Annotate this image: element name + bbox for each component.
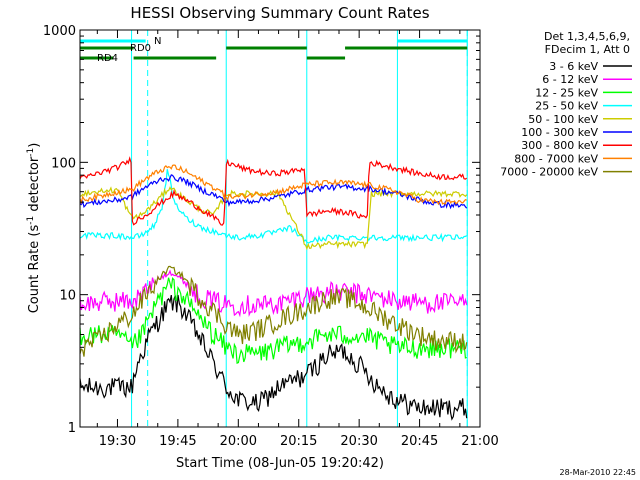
series-line-3 (79, 276, 467, 364)
x-tick-label: 20:30 (340, 434, 377, 449)
legend-label: 25 - 50 keV (535, 100, 598, 113)
axes-layer: 1 10 100 1000 19:30 19:45 20:00 20:15 20:30 20:45… (43, 24, 499, 449)
x-axis-label: Start Time (08-Jun-05 19:20:42) (176, 456, 384, 471)
y-axis-label-main: Count Rate (s (27, 225, 42, 314)
x-tick-label: 20:15 (280, 434, 317, 449)
legend-header-line2: FDecim 1, Att 0 (545, 43, 630, 56)
y-axis-label: Count Rate (s-1 detector-1) (26, 143, 42, 314)
y-tick-label: 100 (51, 156, 76, 171)
series-line-6 (79, 174, 468, 210)
series-line-4 (79, 169, 467, 244)
legend-label: 3 - 6 keV (549, 60, 598, 73)
y-axis-label-mid: detector (27, 156, 42, 216)
y-tick-label: 10 (59, 289, 76, 304)
y-axis-label-sup1: -1 (26, 216, 36, 225)
legend-header-line1: Det 1,3,4,5,6,9, (544, 30, 630, 43)
series-layer (79, 156, 468, 421)
legend-label: 12 - 25 keV (535, 86, 598, 99)
y-axis-label-end: ) (27, 143, 42, 148)
timestamp: 28-Mar-2010 22:45 (560, 468, 637, 477)
flags-layer (80, 39, 468, 60)
legend-label: 800 - 7000 keV (514, 152, 598, 165)
y-tick-label: 1000 (43, 24, 76, 39)
x-tick-label: 19:45 (159, 434, 196, 449)
series-line-9 (79, 265, 468, 357)
rd0-flag-label: RD0 (130, 43, 151, 54)
legend-label: 100 - 300 keV (521, 126, 598, 139)
legend-label: 50 - 100 keV (528, 113, 598, 126)
series-line-7 (79, 156, 468, 226)
x-tick-label: 20:00 (220, 434, 257, 449)
x-tick-label: 21:00 (461, 434, 498, 449)
rd4-flag-label: RD4 (97, 53, 118, 64)
legend-label: 300 - 800 keV (521, 139, 598, 152)
x-tick-label: 19:30 (99, 434, 136, 449)
series-line-2 (79, 269, 468, 318)
legend-label: 7000 - 20000 keV (500, 166, 598, 179)
x-tick-label: 20:45 (401, 434, 438, 449)
plot-frame (79, 29, 481, 428)
series-line-1 (79, 294, 468, 421)
chart-title: HESSI Observing Summary Count Rates (130, 4, 429, 22)
y-axis-label-sup2: -1 (26, 148, 36, 157)
n-flag-label: N (154, 36, 161, 47)
background-layer (79, 30, 468, 427)
legend-label: 6 - 12 keV (542, 73, 598, 86)
y-tick-label: 1 (68, 421, 76, 436)
series-line-8 (79, 164, 467, 206)
